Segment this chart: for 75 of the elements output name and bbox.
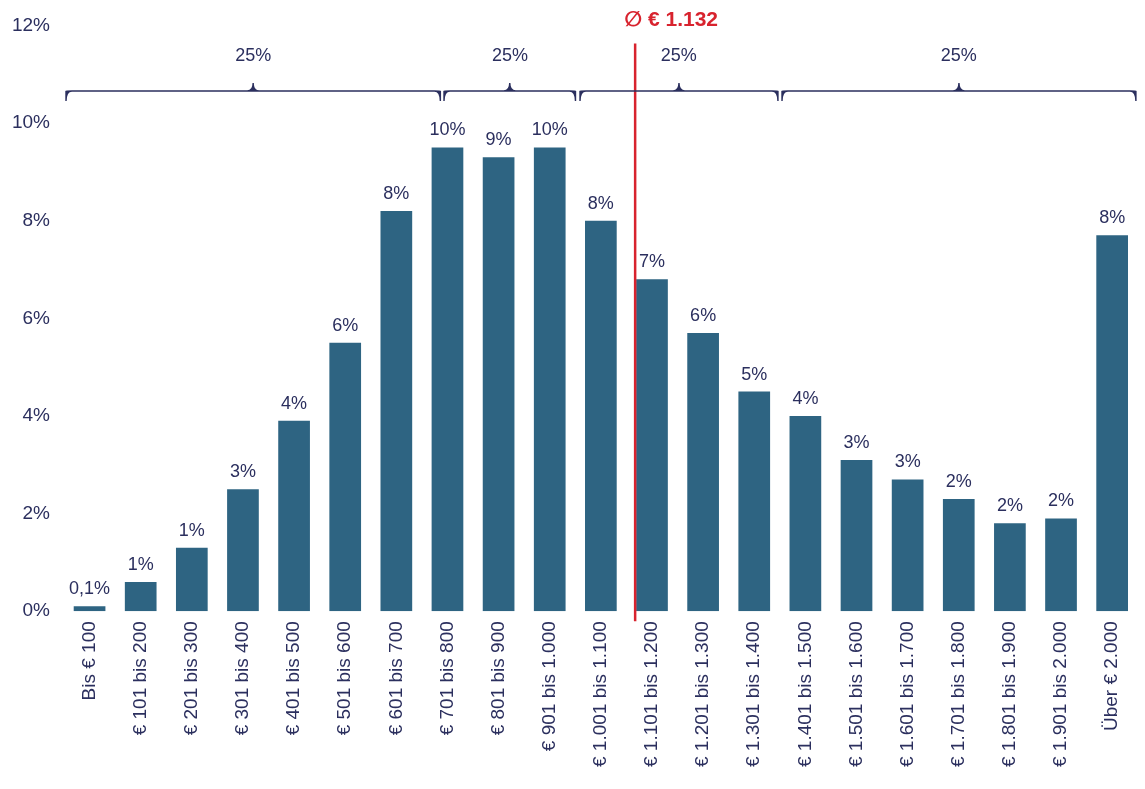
x-tick-label: € 1.901 bis 2.000 (1049, 621, 1071, 768)
data-label: 8% (383, 182, 410, 203)
x-tick-label: € 401 bis 500 (282, 621, 304, 736)
x-tick-label: € 301 bis 400 (231, 621, 253, 736)
x-tick-label: € 1.801 bis 1.900 (998, 621, 1020, 768)
x-tick-label: Bis € 100 (77, 621, 99, 701)
x-tick-label: € 1.101 bis 1.200 (640, 621, 662, 768)
bar (891, 479, 924, 612)
bar (1096, 235, 1128, 612)
data-label: 2% (996, 495, 1023, 516)
bar (329, 342, 362, 612)
bar (840, 459, 873, 612)
bar (687, 332, 719, 612)
data-label: 0,1% (69, 578, 111, 599)
x-tick-label: € 1.501 bis 1.600 (844, 621, 866, 768)
data-label: 8% (1099, 207, 1126, 228)
x-tick-label: Über € 2.000 (1100, 621, 1122, 732)
annotation: 25% (235, 45, 272, 66)
data-label: 3% (843, 431, 870, 452)
bar (942, 498, 975, 612)
annotation: 25% (940, 45, 977, 66)
x-tick-label: € 901 bis 1.000 (537, 621, 559, 752)
annotation: 25% (492, 45, 529, 66)
bar (380, 210, 413, 612)
data-label: 2% (945, 470, 972, 491)
data-label: 6% (690, 304, 717, 325)
bar (431, 147, 464, 612)
data-label: 3% (894, 451, 921, 472)
bar (738, 391, 771, 612)
bar (533, 147, 566, 612)
x-tick-label: € 1.401 bis 1.500 (793, 621, 815, 768)
y-tick-label: 12% (11, 13, 51, 35)
bar (227, 489, 259, 612)
y-tick-label: 2% (22, 501, 51, 523)
data-label: 10% (531, 119, 568, 140)
x-tick-label: € 701 bis 800 (435, 621, 457, 736)
x-tick-label: € 201 bis 300 (180, 621, 202, 736)
x-tick-label: € 101 bis 200 (128, 621, 150, 736)
data-label: 1% (127, 553, 154, 574)
ref-line-label: ∅ € 1.132 (624, 7, 719, 31)
bar (124, 581, 157, 612)
y-tick-label: 10% (11, 111, 51, 133)
data-label: 4% (281, 392, 308, 413)
annotation: 25% (660, 45, 697, 66)
x-tick-label: € 601 bis 700 (384, 621, 406, 736)
data-label: 5% (741, 363, 768, 384)
y-tick-label: 6% (22, 306, 51, 328)
data-label: 2% (1048, 490, 1075, 511)
y-tick-label: 0% (22, 599, 51, 621)
bar (482, 157, 515, 612)
x-tick-label: € 1.201 bis 1.300 (691, 621, 713, 768)
bar (73, 606, 106, 612)
bar (175, 547, 208, 612)
x-tick-label: € 1.301 bis 1.400 (742, 621, 764, 768)
x-tick-label: € 1.701 bis 1.800 (947, 621, 968, 768)
x-tick-label: € 801 bis 900 (486, 621, 508, 736)
bar (1045, 518, 1077, 612)
y-tick-label: 4% (22, 404, 51, 426)
data-label: 7% (638, 251, 665, 272)
data-label: 4% (792, 387, 819, 408)
x-tick-label: € 1.601 bis 1.700 (895, 621, 917, 768)
bar (994, 523, 1026, 612)
x-tick-label: € 1.001 bis 1.100 (589, 621, 611, 768)
x-tick-label: € 501 bis 600 (333, 621, 355, 736)
data-label: 6% (332, 314, 359, 335)
data-label: 9% (485, 129, 512, 150)
data-label: 10% (429, 119, 466, 140)
data-label: 8% (587, 192, 614, 213)
bar (278, 420, 310, 612)
data-label: 1% (178, 519, 205, 540)
y-tick-label: 8% (22, 208, 51, 230)
bar (636, 279, 668, 612)
data-label: 3% (229, 461, 256, 482)
bar (585, 220, 617, 612)
bar (789, 415, 822, 612)
